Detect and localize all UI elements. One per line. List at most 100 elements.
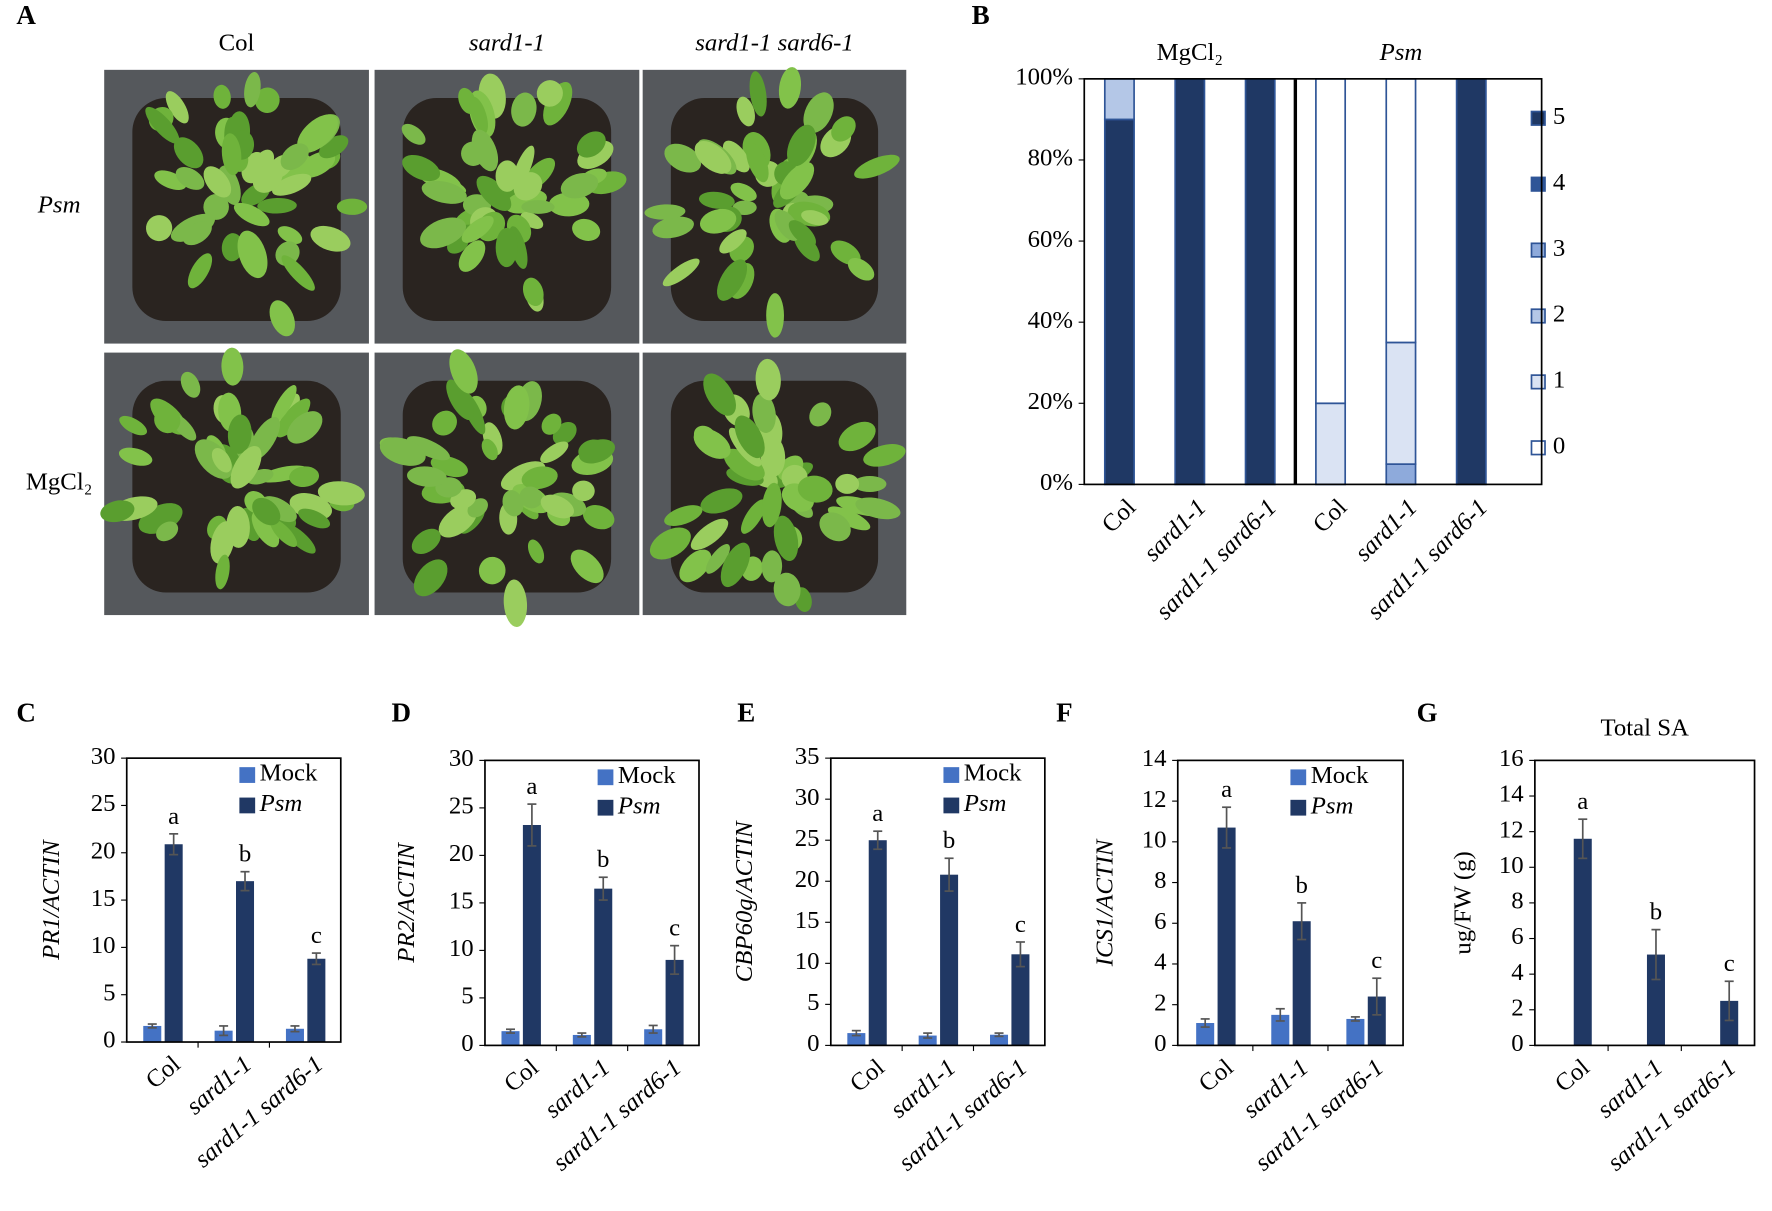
panel-label: B: [972, 0, 990, 30]
y-tick-label: 2: [1511, 994, 1523, 1021]
legend-swatch: [1530, 440, 1546, 456]
leaf: [154, 407, 181, 434]
leaf: [270, 519, 298, 548]
y-tick-label: 25: [795, 825, 820, 852]
column-label: sard1-1 sard6-1: [695, 30, 853, 57]
significance-letter: a: [526, 773, 537, 800]
y-tick-label: 20: [795, 866, 820, 893]
leaf: [766, 293, 784, 338]
photo: [100, 347, 369, 616]
leaf: [734, 415, 765, 459]
leaf: [476, 175, 512, 212]
panel-label: C: [16, 698, 36, 728]
bar: [594, 888, 613, 1046]
x-tick-label: Col: [845, 1054, 890, 1098]
x-tick-label: Col: [1550, 1054, 1595, 1098]
legend-label: Psm: [1310, 792, 1354, 819]
row-label: MgCl₂: [26, 469, 92, 496]
leaf: [269, 300, 295, 337]
y-tick-label: 80%: [1028, 145, 1073, 172]
legend-label: 2: [1553, 301, 1565, 328]
legend-label: 1: [1553, 367, 1565, 394]
y-tick-label: 8: [1511, 888, 1523, 915]
plot-frame: [1534, 759, 1756, 1047]
leaf: [797, 475, 833, 503]
leaf: [536, 80, 563, 107]
photo: [642, 67, 907, 344]
y-tick-label: 2: [1154, 989, 1166, 1016]
chart-title: Total SA: [1601, 715, 1689, 742]
leaf: [761, 550, 783, 583]
leaf: [145, 215, 173, 242]
legend-label: Mock: [964, 760, 1022, 787]
y-axis-label: ug/FW (g): [1450, 851, 1477, 954]
leaf: [187, 253, 213, 289]
bar-segment: [1385, 78, 1417, 344]
y-tick-label: 15: [449, 888, 474, 915]
panel-label: E: [737, 698, 755, 728]
y-tick-label: 6: [1154, 908, 1166, 935]
y-axis-label: CBP60g/ACTIN: [731, 820, 758, 982]
leaf: [182, 221, 212, 246]
leaf: [481, 438, 498, 461]
leaf: [379, 437, 426, 466]
bar: [501, 1031, 520, 1046]
bar: [1346, 1018, 1365, 1046]
leaf: [252, 497, 281, 526]
leaf: [527, 539, 545, 564]
leaf: [119, 415, 148, 436]
leaf: [272, 173, 312, 196]
legend-label: Mock: [260, 760, 318, 787]
bar: [307, 958, 326, 1043]
leaf: [720, 542, 751, 588]
panel-label: G: [1417, 698, 1438, 728]
leaf: [275, 398, 311, 438]
leaf: [803, 92, 834, 133]
significance-letter: c: [311, 922, 322, 949]
leaf: [449, 349, 478, 394]
leaf: [297, 114, 338, 153]
bar-segment: [1244, 78, 1276, 486]
y-tick-label: 4: [1154, 949, 1166, 976]
y-tick-label: 100%: [1015, 64, 1073, 91]
y-tick-label: 60%: [1028, 226, 1073, 253]
leaf: [690, 518, 729, 551]
leaf: [827, 506, 871, 531]
bar: [868, 840, 887, 1046]
leaf: [257, 198, 297, 214]
leaf: [244, 72, 261, 108]
legend-swatch: [597, 769, 614, 786]
y-tick-label: 25: [449, 793, 474, 820]
significance-letter: b: [597, 846, 609, 873]
leaf: [230, 445, 262, 489]
y-tick-label: 20%: [1028, 388, 1073, 415]
bar: [522, 824, 541, 1046]
x-tick-label: sard1-1 sard6-1: [548, 1054, 687, 1177]
leaf: [578, 439, 616, 464]
leaf: [446, 379, 474, 420]
leaf: [855, 497, 901, 520]
leaf: [649, 527, 691, 560]
y-tick-label: 35: [795, 743, 820, 770]
leaf: [662, 258, 700, 287]
leaf: [145, 106, 180, 144]
leaf: [540, 441, 569, 463]
significance-letter: c: [1015, 911, 1026, 938]
legend-swatch: [1290, 769, 1307, 786]
y-tick-label: 4: [1511, 959, 1523, 986]
leaf: [203, 193, 229, 220]
significance-letter: b: [943, 827, 955, 854]
y-tick-label: 25: [91, 790, 116, 817]
x-tick-label: sard1-1 sard6-1: [190, 1051, 329, 1174]
significance-letter: c: [669, 915, 680, 942]
leaf: [853, 476, 887, 492]
leaf: [752, 393, 776, 433]
bar: [214, 1030, 233, 1043]
leaf: [251, 510, 280, 548]
leaf: [582, 505, 615, 530]
x-tick-label: Col: [141, 1051, 186, 1095]
leaf: [402, 154, 441, 182]
leaf: [175, 167, 205, 190]
leaf: [503, 579, 528, 627]
